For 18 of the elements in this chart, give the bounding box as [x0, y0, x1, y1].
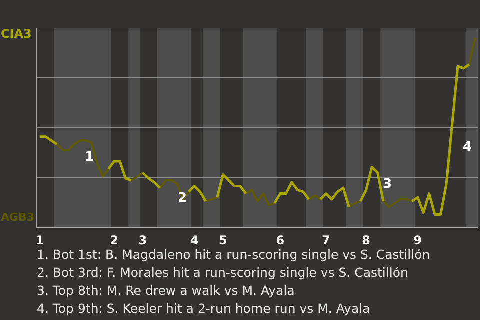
text: 1. Bot 1st: B. Magdaleno hit a run-scoring single vs S. Castillón	[37, 246, 430, 264]
text: 2. Bot 3rd: F. Morales hit a run-scoring single vs S. Castillón	[37, 264, 410, 282]
annotation: 3	[383, 177, 392, 193]
x-tick-label: 8	[362, 234, 370, 248]
x-tick-label: 7	[322, 234, 330, 248]
text: 4. Top 9th: S. Keeler hit a 2-run home run vs M. Ayala	[37, 300, 372, 318]
annotation: 4	[463, 140, 472, 156]
x-tick-label: 4	[190, 234, 199, 248]
x-tick-label: 3	[138, 234, 148, 248]
annotation: 1	[85, 150, 94, 166]
annotation: 2	[178, 191, 188, 207]
x-tick-label: 9	[414, 234, 422, 248]
x-tick-label: 1	[36, 234, 44, 248]
x-tick-label: 5	[218, 234, 228, 248]
x-tick-label: 6	[276, 234, 285, 248]
text: CIA3	[1, 26, 32, 42]
x-tick-label: 2	[110, 234, 118, 248]
text: 3. Top 8th: M. Re drew a walk vs M. Ayala	[37, 282, 296, 300]
